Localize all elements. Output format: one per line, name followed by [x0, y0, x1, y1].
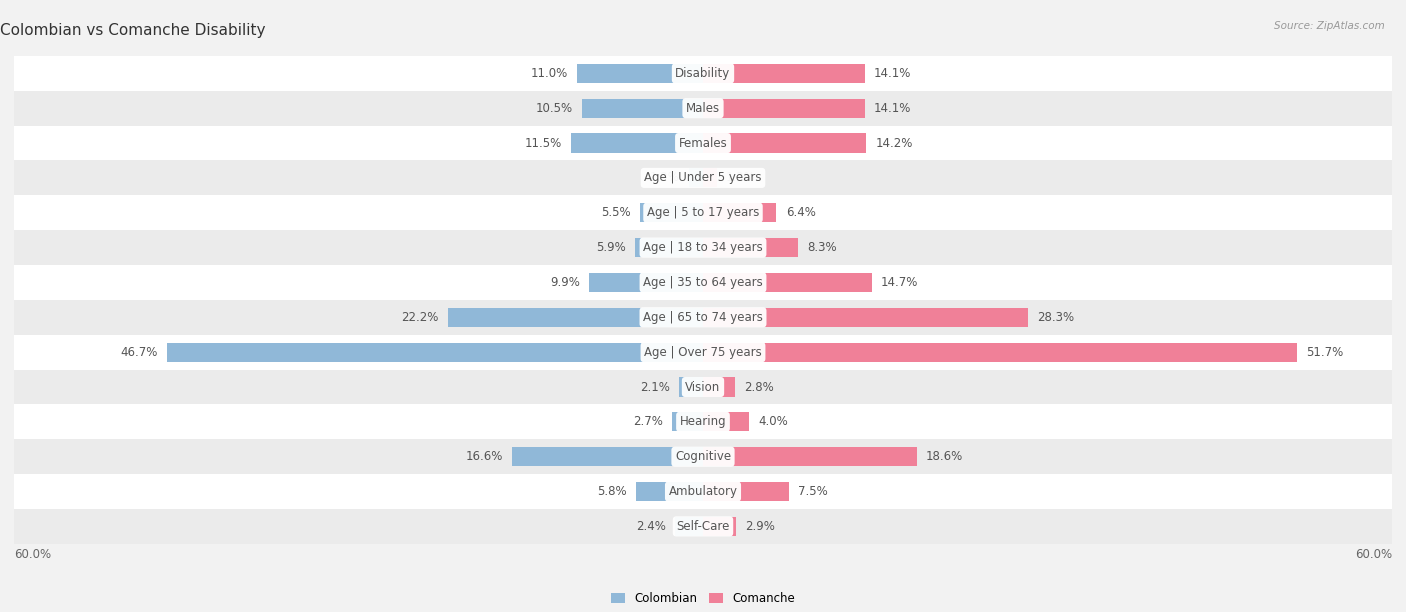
Text: 1.2%: 1.2%: [650, 171, 681, 184]
Bar: [703, 273, 872, 292]
Bar: [512, 447, 703, 466]
Bar: [14, 56, 1392, 91]
Bar: [449, 308, 703, 327]
Bar: [14, 125, 1392, 160]
Text: Age | 5 to 17 years: Age | 5 to 17 years: [647, 206, 759, 219]
Bar: [703, 343, 1296, 362]
Text: 18.6%: 18.6%: [925, 450, 963, 463]
Bar: [679, 378, 703, 397]
Bar: [14, 335, 1392, 370]
Bar: [14, 370, 1392, 405]
Text: Age | Under 5 years: Age | Under 5 years: [644, 171, 762, 184]
Bar: [582, 99, 703, 118]
Bar: [703, 378, 735, 397]
Text: Age | 18 to 34 years: Age | 18 to 34 years: [643, 241, 763, 254]
Text: 60.0%: 60.0%: [1355, 548, 1392, 561]
Bar: [672, 412, 703, 431]
Text: 2.8%: 2.8%: [744, 381, 775, 394]
Text: 14.1%: 14.1%: [875, 102, 911, 114]
Bar: [571, 133, 703, 152]
Text: Hearing: Hearing: [679, 416, 727, 428]
Bar: [703, 412, 749, 431]
Text: 4.0%: 4.0%: [758, 416, 787, 428]
Text: Self-Care: Self-Care: [676, 520, 730, 533]
Bar: [637, 482, 703, 501]
Text: Cognitive: Cognitive: [675, 450, 731, 463]
Bar: [703, 99, 865, 118]
Bar: [14, 509, 1392, 544]
Text: 5.8%: 5.8%: [598, 485, 627, 498]
Text: 2.1%: 2.1%: [640, 381, 669, 394]
Bar: [576, 64, 703, 83]
Text: 2.9%: 2.9%: [745, 520, 775, 533]
Bar: [640, 203, 703, 222]
Text: Disability: Disability: [675, 67, 731, 80]
Text: Vision: Vision: [685, 381, 721, 394]
Bar: [14, 439, 1392, 474]
Text: Source: ZipAtlas.com: Source: ZipAtlas.com: [1274, 21, 1385, 31]
Text: 51.7%: 51.7%: [1306, 346, 1343, 359]
Text: 10.5%: 10.5%: [536, 102, 574, 114]
Bar: [703, 64, 865, 83]
Text: 14.1%: 14.1%: [875, 67, 911, 80]
Text: 28.3%: 28.3%: [1038, 311, 1074, 324]
Text: 11.0%: 11.0%: [530, 67, 568, 80]
Text: 1.2%: 1.2%: [725, 171, 756, 184]
Bar: [703, 447, 917, 466]
Text: 22.2%: 22.2%: [402, 311, 439, 324]
Legend: Colombian, Comanche: Colombian, Comanche: [606, 588, 800, 610]
Text: 6.4%: 6.4%: [786, 206, 815, 219]
Bar: [703, 168, 717, 187]
Text: Ambulatory: Ambulatory: [668, 485, 738, 498]
Text: 8.3%: 8.3%: [807, 241, 837, 254]
Bar: [14, 265, 1392, 300]
Bar: [703, 517, 737, 536]
Text: Males: Males: [686, 102, 720, 114]
Text: 46.7%: 46.7%: [121, 346, 157, 359]
Bar: [14, 195, 1392, 230]
Text: Colombian vs Comanche Disability: Colombian vs Comanche Disability: [0, 23, 266, 38]
Bar: [636, 238, 703, 257]
Text: 2.4%: 2.4%: [637, 520, 666, 533]
Bar: [14, 160, 1392, 195]
Bar: [14, 300, 1392, 335]
Bar: [703, 482, 789, 501]
Bar: [14, 230, 1392, 265]
Bar: [689, 168, 703, 187]
Bar: [703, 308, 1028, 327]
Text: Age | 35 to 64 years: Age | 35 to 64 years: [643, 276, 763, 289]
Text: 7.5%: 7.5%: [799, 485, 828, 498]
Text: 60.0%: 60.0%: [14, 548, 51, 561]
Text: 5.9%: 5.9%: [596, 241, 626, 254]
Text: Age | Over 75 years: Age | Over 75 years: [644, 346, 762, 359]
Text: 9.9%: 9.9%: [550, 276, 581, 289]
Text: Females: Females: [679, 136, 727, 149]
Text: 2.7%: 2.7%: [633, 416, 662, 428]
Text: 16.6%: 16.6%: [465, 450, 503, 463]
Bar: [14, 405, 1392, 439]
Bar: [703, 203, 776, 222]
Bar: [167, 343, 703, 362]
Bar: [703, 238, 799, 257]
Bar: [14, 91, 1392, 125]
Text: 14.7%: 14.7%: [882, 276, 918, 289]
Bar: [703, 133, 866, 152]
Text: Age | 65 to 74 years: Age | 65 to 74 years: [643, 311, 763, 324]
Bar: [589, 273, 703, 292]
Text: 5.5%: 5.5%: [600, 206, 631, 219]
Text: 14.2%: 14.2%: [875, 136, 912, 149]
Bar: [14, 474, 1392, 509]
Text: 11.5%: 11.5%: [524, 136, 562, 149]
Bar: [675, 517, 703, 536]
